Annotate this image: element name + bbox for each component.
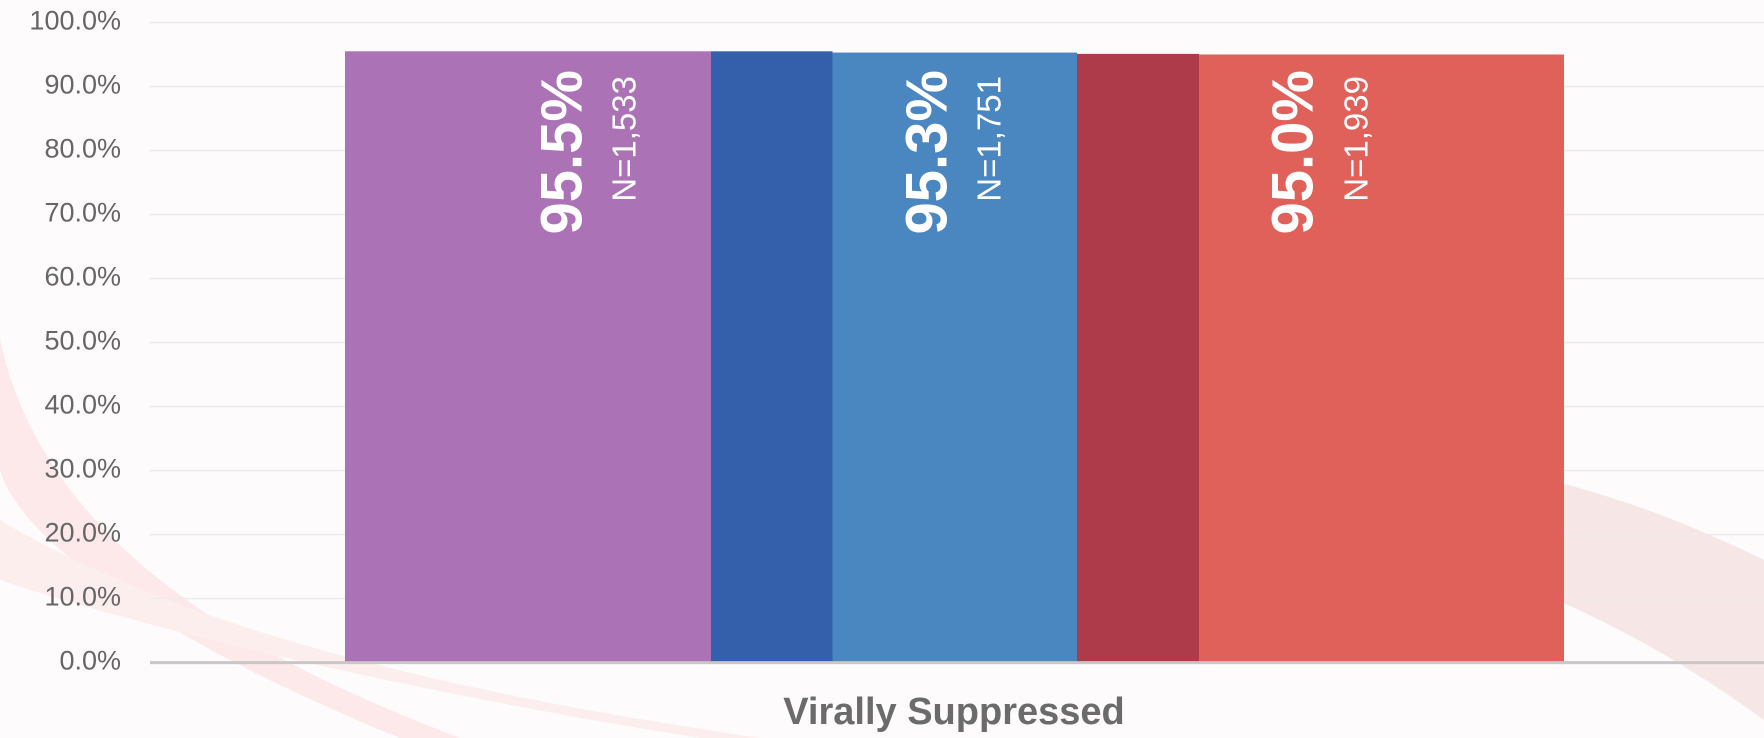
n-label: N=1,939 <box>1338 76 1375 202</box>
y-tick-label: 80.0% <box>44 134 121 164</box>
y-tick-label: 0.0% <box>59 646 121 676</box>
background-swoosh <box>0 340 460 738</box>
y-tick-label: 20.0% <box>44 518 121 548</box>
value-label: 95.5% <box>529 70 594 234</box>
value-label: 95.3% <box>894 70 959 234</box>
y-tick-label: 40.0% <box>44 390 121 420</box>
value-label: 95.0% <box>1260 70 1325 234</box>
y-tick-label: 50.0% <box>44 326 121 356</box>
bar <box>832 52 1077 663</box>
y-tick-label: 30.0% <box>44 454 121 484</box>
y-tick-label: 100.0% <box>29 6 121 36</box>
y-tick-label: 60.0% <box>44 262 121 292</box>
y-tick-label: 90.0% <box>44 70 121 100</box>
n-label: N=1,751 <box>971 76 1008 202</box>
bar <box>711 51 833 663</box>
n-label: N=1,533 <box>606 76 643 202</box>
bar <box>1077 53 1199 663</box>
bar <box>1199 54 1564 663</box>
y-tick-label: 10.0% <box>44 582 121 612</box>
bar <box>345 51 711 663</box>
background-swoosh <box>1150 455 1764 720</box>
x-category-label: Virally Suppressed <box>783 691 1124 733</box>
y-tick-label: 70.0% <box>44 198 121 228</box>
